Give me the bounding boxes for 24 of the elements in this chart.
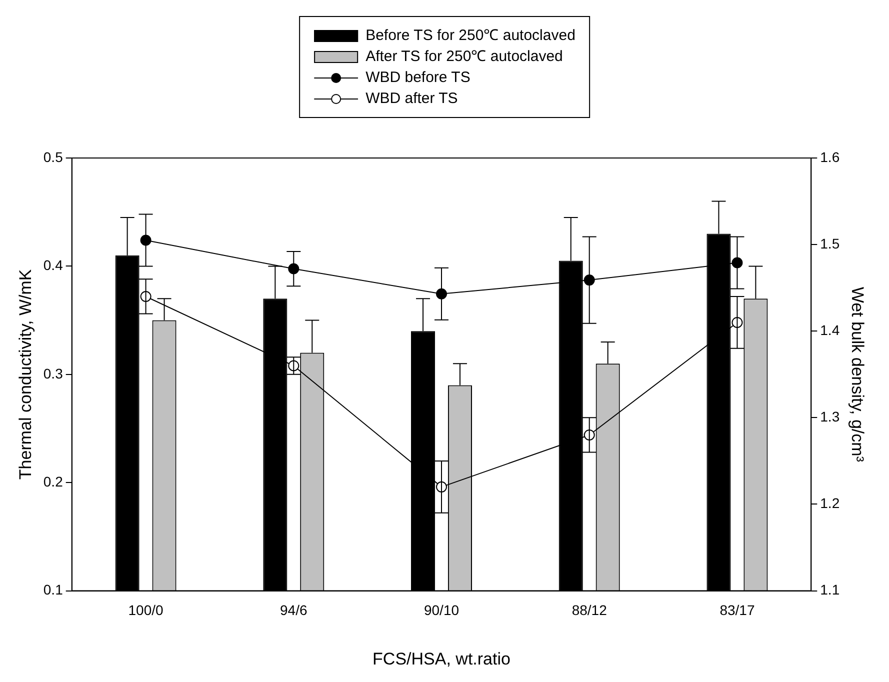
y-tick-label: 0.3 xyxy=(43,365,64,382)
y2-tick-label: 1.5 xyxy=(820,235,840,252)
legend-label: After TS for 250℃ autoclaved xyxy=(366,47,563,67)
y-axis-title: Thermal conductivity, W/mK xyxy=(16,268,35,480)
legend-label: WBD before TS xyxy=(366,68,470,88)
x-tick-label: 100/0 xyxy=(128,602,164,618)
x-tick-label: 88/12 xyxy=(572,602,608,618)
y2-tick-label: 1.4 xyxy=(820,322,840,338)
legend-label: WBD after TS xyxy=(366,89,458,109)
y-tick-label: 0.5 xyxy=(43,148,64,165)
y2-tick-label: 1.2 xyxy=(820,495,840,512)
y2-tick-label: 1.1 xyxy=(820,582,840,598)
y-tick-label: 0.1 xyxy=(43,582,64,598)
y2-axis-title: Wet bulk density, g/cm³ xyxy=(848,286,868,462)
x-tick-label: 90/10 xyxy=(424,602,460,618)
y-tick-label: 0.4 xyxy=(43,257,64,274)
x-tick-label: 94/6 xyxy=(280,602,308,618)
legend-label: Before TS for 250℃ autoclaved xyxy=(366,26,576,46)
y2-tick-label: 1.3 xyxy=(820,408,840,425)
x-tick-label: 83/17 xyxy=(720,602,755,618)
x-axis-title: FCS/HSA, wt.ratio xyxy=(372,649,510,668)
y2-tick-label: 1.6 xyxy=(820,148,840,165)
point xyxy=(436,288,447,300)
y-tick-label: 0.2 xyxy=(43,473,64,490)
